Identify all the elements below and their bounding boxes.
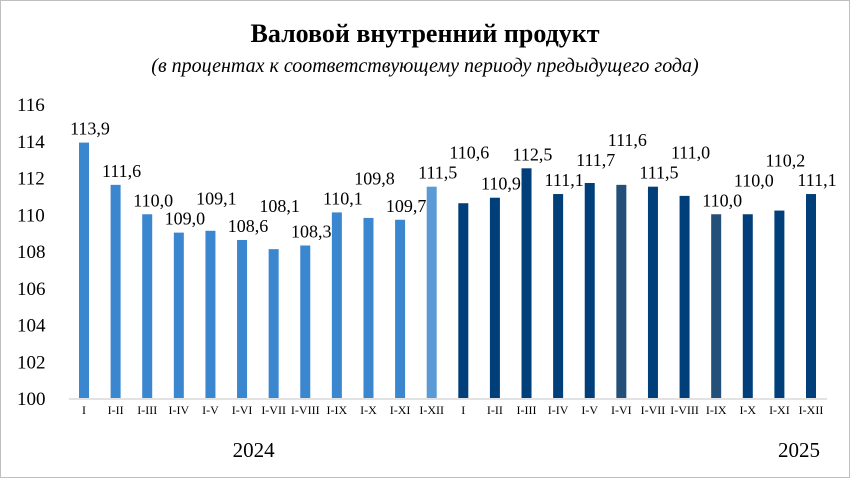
y-tick-label: 112 — [17, 169, 45, 190]
bar — [489, 197, 500, 398]
bar — [774, 210, 785, 398]
y-tick-label: 100 — [17, 389, 46, 410]
y-tick-label: 116 — [17, 95, 45, 116]
x-tick-label: I-X — [360, 403, 377, 417]
x-tick-label: I-XI — [390, 403, 411, 417]
data-label: 111,1 — [545, 170, 584, 190]
data-label: 111,1 — [797, 170, 836, 190]
group-label-2025: 2025 — [778, 438, 820, 462]
data-label: 111,6 — [102, 161, 141, 181]
x-tick-label: I-X — [739, 403, 756, 417]
data-label: 111,0 — [671, 143, 710, 163]
x-tick-label: I-VII — [641, 403, 666, 417]
y-tick-label: 108 — [17, 242, 46, 263]
x-tick-label: I-XII — [799, 403, 824, 417]
bar — [584, 183, 595, 398]
data-label: 109,8 — [354, 168, 395, 188]
data-label: 111,5 — [418, 163, 457, 183]
data-label: 112,5 — [513, 144, 553, 164]
bar — [142, 214, 153, 398]
data-label: 108,1 — [259, 196, 300, 216]
x-tick-label: I-II — [487, 403, 503, 417]
x-tick-label: I-IX — [327, 403, 348, 417]
bar — [616, 184, 627, 398]
bar — [458, 203, 469, 398]
group-label-2024: 2024 — [233, 438, 276, 462]
x-tick-label: I-III — [137, 403, 157, 417]
data-label: 110,0 — [133, 190, 173, 210]
bar — [363, 217, 374, 398]
data-label: 109,7 — [386, 196, 427, 216]
bar — [268, 249, 279, 398]
bar — [553, 194, 564, 398]
y-tick-label: 106 — [17, 279, 46, 300]
bar — [679, 195, 690, 398]
bar — [331, 212, 342, 398]
bar — [711, 214, 722, 398]
x-tick-label: I-XII — [419, 403, 444, 417]
data-label: 109,1 — [196, 189, 237, 209]
data-label: 108,3 — [291, 221, 332, 241]
x-tick-label: I-XI — [769, 403, 790, 417]
bar — [79, 142, 89, 398]
bar — [205, 230, 216, 398]
y-tick-label: 114 — [17, 132, 45, 153]
y-tick-label: 102 — [17, 352, 46, 373]
x-tick-label: I-VIII — [291, 403, 320, 417]
data-label: 108,6 — [228, 216, 269, 236]
data-label: 111,6 — [608, 130, 647, 150]
bar — [110, 184, 121, 398]
data-label: 110,6 — [449, 143, 489, 163]
data-label: 110,9 — [481, 174, 521, 194]
data-label: 110,0 — [702, 190, 742, 210]
x-tick-label: I-VI — [232, 403, 253, 417]
x-tick-label: I — [82, 403, 86, 417]
data-label: 109,0 — [165, 209, 206, 229]
x-tick-label: I-V — [581, 403, 598, 417]
x-tick-label: I-IV — [548, 403, 569, 417]
x-tick-label: I-VI — [611, 403, 632, 417]
data-label: 113,9 — [70, 119, 110, 139]
x-tick-label: I-IV — [168, 403, 189, 417]
bar — [521, 168, 532, 398]
x-tick-label: I-IX — [706, 403, 727, 417]
y-tick-label: 104 — [17, 316, 46, 337]
bar — [647, 186, 658, 398]
data-label: 111,7 — [576, 150, 615, 170]
bar — [742, 214, 753, 398]
bar — [395, 219, 406, 398]
bar — [806, 194, 816, 398]
bar — [237, 239, 248, 398]
x-tick-label: I-II — [108, 403, 124, 417]
y-tick-label: 110 — [17, 205, 45, 226]
x-tick-label: I — [461, 403, 465, 417]
bar — [173, 232, 184, 398]
data-label: 110,1 — [323, 188, 363, 208]
data-label: 111,5 — [639, 163, 678, 183]
bar — [300, 245, 311, 398]
x-tick-label: I-V — [202, 403, 219, 417]
chart-title: Валовой внутренний продукт — [250, 19, 600, 48]
x-tick-label: I-III — [517, 403, 537, 417]
x-tick-label: I-VII — [261, 403, 286, 417]
data-label: 110,0 — [734, 170, 774, 190]
data-label: 110,2 — [765, 150, 805, 170]
chart-subtitle: (в процентах к соответствующему периоду … — [151, 55, 699, 77]
bar — [426, 186, 437, 398]
x-tick-label: I-VIII — [670, 403, 699, 417]
